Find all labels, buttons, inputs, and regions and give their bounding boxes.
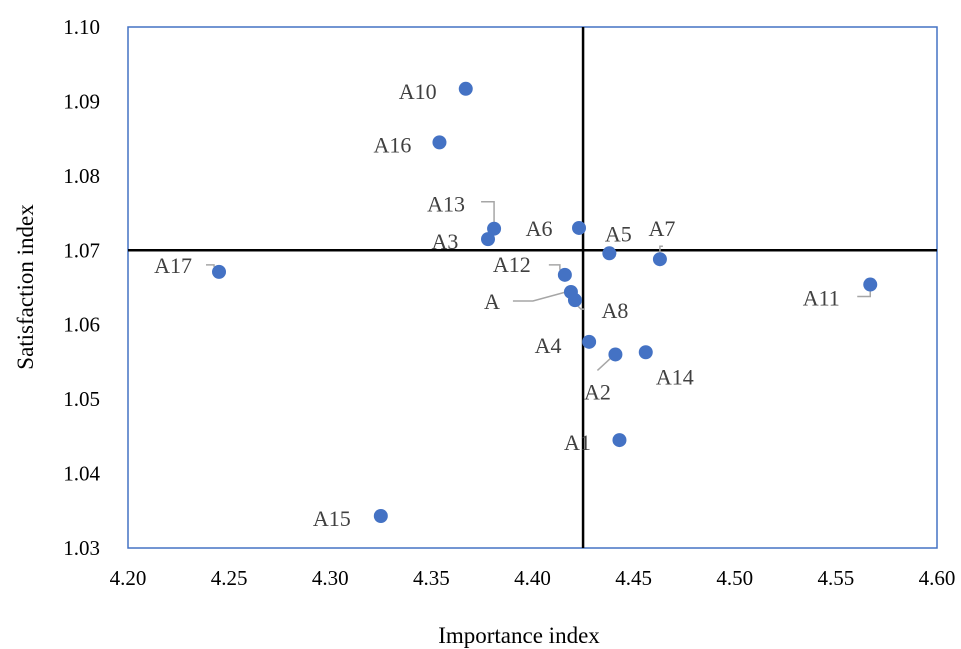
y-tick-label: 1.09 xyxy=(63,89,100,113)
data-point xyxy=(432,135,447,150)
y-axis-ticks: 1.03 1.04 1.05 1.06 1.07 1.08 1.09 1.10 xyxy=(63,15,100,560)
x-tick-label: 4.40 xyxy=(514,566,551,590)
y-tick-label: 1.04 xyxy=(63,462,100,486)
y-tick-label: 1.05 xyxy=(63,387,100,411)
x-tick-label: 4.55 xyxy=(818,566,855,590)
leader-line xyxy=(596,357,611,372)
data-labels: A1 A2 A3 A4 A5 A6 A7 A8 A10 A11 A12 A13 A14 A15 A16 A17… xyxy=(154,79,840,531)
data-point xyxy=(458,81,473,96)
data-point xyxy=(487,221,502,236)
data-point xyxy=(563,284,578,299)
data-point xyxy=(212,264,227,279)
data-points xyxy=(212,81,878,523)
y-tick-label: 1.07 xyxy=(63,238,100,262)
leader-line xyxy=(206,264,215,267)
data-label: A2 xyxy=(584,379,611,404)
data-point xyxy=(557,267,572,282)
data-point xyxy=(481,232,496,247)
data-point xyxy=(612,433,627,448)
x-tick-label: 4.35 xyxy=(413,566,450,590)
leader-line xyxy=(659,245,663,255)
data-point xyxy=(863,277,878,292)
reference-lines xyxy=(128,27,937,548)
data-point xyxy=(602,246,617,261)
data-label: A13 xyxy=(427,192,465,217)
leader-line xyxy=(548,264,561,270)
data-label: A16 xyxy=(374,132,412,157)
data-label: A7 xyxy=(648,216,675,241)
data-point xyxy=(582,334,597,349)
data-label: A12 xyxy=(493,252,531,277)
y-tick-label: 1.08 xyxy=(63,164,100,188)
data-label: A11 xyxy=(803,286,840,311)
data-label: A10 xyxy=(399,79,437,104)
data-point xyxy=(638,345,653,360)
data-point xyxy=(652,252,667,267)
x-tick-label: 4.60 xyxy=(919,566,956,590)
x-tick-label: 4.20 xyxy=(110,566,147,590)
y-tick-label: 1.03 xyxy=(63,536,100,560)
data-label: A6 xyxy=(526,216,553,241)
x-axis-title: Importance index xyxy=(438,623,600,648)
data-label: A15 xyxy=(313,506,351,531)
leader-line xyxy=(576,304,585,310)
data-label: A8 xyxy=(602,298,629,323)
leader-line xyxy=(481,200,495,224)
x-tick-label: 4.50 xyxy=(716,566,753,590)
data-point xyxy=(608,347,623,362)
data-label: A14 xyxy=(656,364,694,389)
x-tick-label: 4.25 xyxy=(211,566,248,590)
leader-lines xyxy=(206,200,872,372)
data-label: A3 xyxy=(432,229,459,254)
y-tick-label: 1.06 xyxy=(63,313,100,337)
x-axis-ticks: 4.20 4.25 4.30 4.35 4.40 4.45 4.50 4.55 4.60 xyxy=(110,566,956,590)
data-point xyxy=(373,508,388,523)
data-label: A17 xyxy=(154,253,192,278)
data-label: A xyxy=(484,289,500,314)
x-tick-label: 4.30 xyxy=(312,566,349,590)
data-point xyxy=(572,220,587,235)
leader-line xyxy=(857,289,872,298)
x-tick-label: 4.45 xyxy=(615,566,652,590)
data-label: A4 xyxy=(535,333,562,358)
y-tick-label: 1.10 xyxy=(63,15,100,39)
data-label: A1 xyxy=(564,430,591,455)
y-axis-title: Satisfaction index xyxy=(13,204,38,370)
leader-line xyxy=(512,291,567,302)
data-label: A5 xyxy=(605,221,632,246)
plot-area xyxy=(127,26,938,549)
